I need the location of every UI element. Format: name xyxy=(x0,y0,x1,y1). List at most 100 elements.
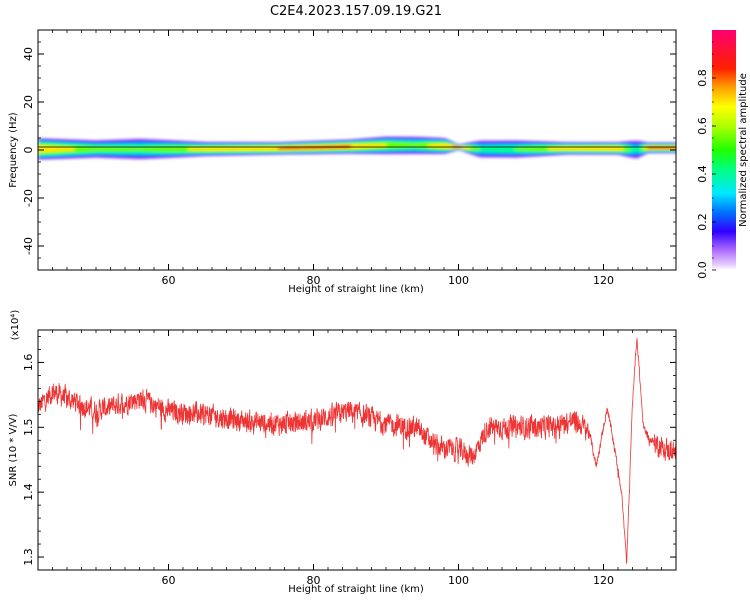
band-cell xyxy=(77,145,81,153)
band-cell xyxy=(107,146,111,152)
band-cell xyxy=(50,145,54,153)
band-cell xyxy=(572,146,576,151)
bottom-axes-frame xyxy=(37,329,677,571)
x-tick-label: 100 xyxy=(448,274,469,287)
band-cell xyxy=(137,146,141,152)
band-cell xyxy=(41,145,45,153)
band-cell xyxy=(128,146,132,152)
band-cell xyxy=(542,145,546,152)
band-cell xyxy=(398,142,402,149)
band-cell xyxy=(584,146,588,151)
band-cell xyxy=(416,142,420,149)
band-cell xyxy=(461,146,465,149)
y-multiplier-label: (x10⁴) xyxy=(10,310,21,341)
band-cell xyxy=(101,146,105,152)
band-cell xyxy=(509,145,513,153)
band-cell xyxy=(284,146,288,150)
band-cell xyxy=(413,143,417,148)
band-cell xyxy=(674,146,676,149)
band-cell xyxy=(506,145,510,153)
band-cell xyxy=(437,143,441,149)
band-cell xyxy=(275,146,279,151)
band-cell xyxy=(473,146,477,151)
band-cell xyxy=(167,146,171,152)
band-cell xyxy=(593,146,597,151)
band-cell xyxy=(479,145,483,153)
band-cell xyxy=(164,146,168,152)
band-cell xyxy=(515,147,519,151)
band-cell xyxy=(86,146,90,152)
band-cell xyxy=(233,146,237,151)
band-cell xyxy=(587,146,591,151)
y-tick-label: -40 xyxy=(22,237,35,255)
band-cell xyxy=(464,146,468,150)
band-cell xyxy=(644,146,648,150)
band-cell xyxy=(59,146,63,152)
band-cell xyxy=(527,146,531,152)
band-cell xyxy=(602,146,606,151)
y-tick-label: 1.4 xyxy=(22,483,35,501)
band-cell xyxy=(116,146,120,152)
band-cell xyxy=(659,146,663,149)
band-cell xyxy=(641,146,645,152)
y-tick-label: 40 xyxy=(22,47,35,61)
band-cell xyxy=(656,146,660,149)
band-cell xyxy=(146,146,150,152)
band-cell xyxy=(410,142,414,148)
band-cell xyxy=(551,146,555,151)
band-cell xyxy=(158,146,162,152)
top-axes-frame xyxy=(37,29,677,271)
band-cell xyxy=(626,146,630,152)
band-cell xyxy=(95,146,99,152)
band-cell xyxy=(182,145,186,153)
band-cell xyxy=(650,146,654,149)
band-cell xyxy=(608,146,612,151)
x-tick-label: 80 xyxy=(307,574,321,587)
band-cell xyxy=(254,146,258,151)
band-cell xyxy=(152,146,156,152)
band-cell xyxy=(389,142,393,149)
band-cell xyxy=(653,146,657,149)
band-cell xyxy=(497,145,501,153)
band-cell xyxy=(224,146,228,151)
top-y-axis-label: Frequency (Hz) xyxy=(8,112,19,188)
band-cell xyxy=(203,147,207,151)
band-cell xyxy=(545,145,549,152)
band-cell xyxy=(668,146,672,149)
band-cell xyxy=(260,146,264,151)
band-cell xyxy=(419,142,423,149)
band-cell xyxy=(488,145,492,153)
band-cell xyxy=(47,145,51,153)
x-tick-label: 60 xyxy=(162,574,176,587)
x-tick-label: 120 xyxy=(593,574,614,587)
colorbar-tick-label: 0.6 xyxy=(696,117,709,135)
band-cell xyxy=(266,146,270,151)
band-cell xyxy=(428,144,432,148)
band-cell xyxy=(404,142,408,149)
band-cell xyxy=(605,146,609,151)
band-cell xyxy=(611,146,615,151)
band-cell xyxy=(374,143,378,148)
band-cell xyxy=(380,143,384,148)
band-cell xyxy=(614,146,618,151)
band-cell xyxy=(53,146,57,152)
band-cell xyxy=(521,146,525,151)
band-cell xyxy=(539,145,543,152)
band-cell xyxy=(179,145,183,153)
band-cell xyxy=(299,146,303,150)
band-cell xyxy=(629,145,633,153)
band-cell xyxy=(620,146,624,151)
band-cell xyxy=(377,143,381,148)
chart-title: C2E4.2023.157.09.19.G21 xyxy=(270,4,442,19)
band-cell xyxy=(113,146,117,152)
band-cell xyxy=(305,146,309,149)
band-cell xyxy=(185,145,189,153)
band-cell xyxy=(242,146,246,151)
band-cell xyxy=(353,143,357,149)
band-cell xyxy=(371,143,375,148)
band-cell xyxy=(92,146,96,152)
band-cell xyxy=(365,143,369,149)
band-cell xyxy=(215,146,219,151)
band-cell xyxy=(446,144,450,149)
band-cell xyxy=(671,146,675,149)
